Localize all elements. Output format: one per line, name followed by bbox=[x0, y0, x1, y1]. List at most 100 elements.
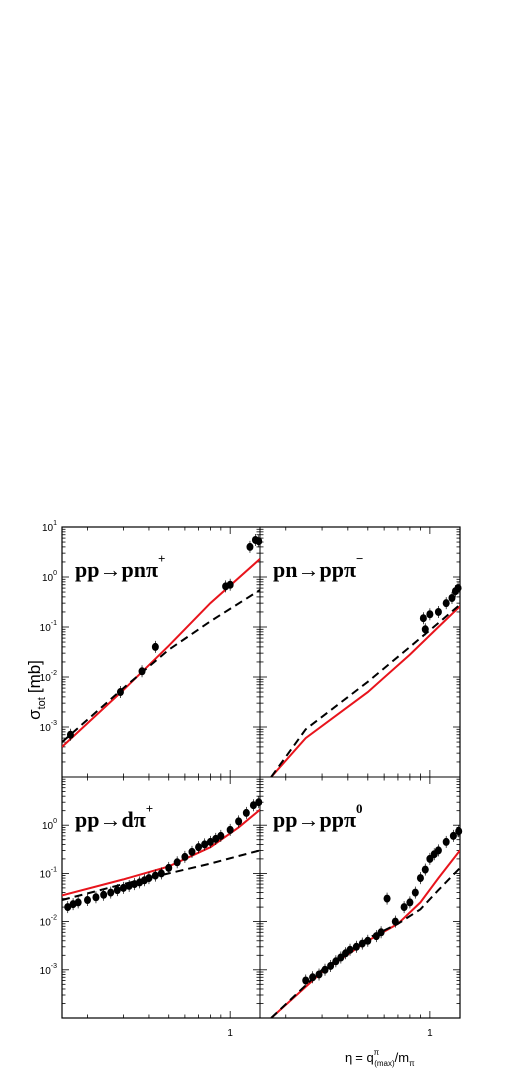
data-point bbox=[113, 886, 121, 895]
data-point bbox=[255, 537, 263, 546]
y-tick-base: 10 bbox=[40, 673, 52, 684]
panel-label: pn→ppπ− bbox=[273, 551, 363, 582]
data-point bbox=[217, 831, 225, 840]
data-point bbox=[74, 898, 82, 907]
panel-label-sup: − bbox=[356, 551, 363, 566]
y-axis-unit: [mb] bbox=[25, 660, 44, 693]
data-point bbox=[337, 953, 345, 962]
data-point bbox=[426, 854, 434, 863]
y-tick-exponent: -1 bbox=[51, 620, 57, 627]
data-point bbox=[138, 667, 146, 676]
y-tick-label: 10-3 bbox=[40, 720, 57, 734]
panels-group: pp→pnπ+ pn→ppπ−pp→dπ+ pp→ppπ010110010-110-… bbox=[40, 520, 463, 1039]
data-point bbox=[92, 893, 100, 902]
y-tick-label: 100 bbox=[42, 818, 57, 832]
x-axis-sub2: π bbox=[409, 1059, 415, 1068]
data-point bbox=[151, 642, 159, 651]
y-tick-exponent: -3 bbox=[51, 720, 57, 727]
panel-label-sup: 0 bbox=[356, 801, 363, 816]
y-tick-base: 10 bbox=[42, 821, 54, 832]
data-point bbox=[332, 957, 340, 966]
data-point bbox=[100, 890, 108, 899]
outer-frame bbox=[61, 526, 461, 1019]
panel-label-main: pn→ppπ bbox=[273, 557, 356, 582]
data-point bbox=[346, 945, 354, 954]
data-point bbox=[235, 817, 243, 826]
data-point bbox=[119, 883, 127, 892]
data-point bbox=[321, 965, 329, 974]
data-point bbox=[181, 852, 189, 861]
panel-label-sup: + bbox=[158, 551, 165, 566]
data-point bbox=[226, 825, 234, 834]
data-point bbox=[421, 865, 429, 874]
data-point bbox=[434, 846, 442, 855]
data-point bbox=[302, 976, 310, 985]
data-point bbox=[449, 831, 457, 840]
data-point bbox=[327, 961, 335, 970]
y-tick-base: 10 bbox=[40, 918, 52, 929]
data-point bbox=[66, 730, 74, 739]
x-axis-sub: (max) bbox=[374, 1059, 395, 1068]
y-tick-label: 10-1 bbox=[40, 866, 57, 880]
panel-label: pp→pnπ+ bbox=[75, 551, 165, 582]
data-point bbox=[448, 594, 456, 603]
y-tick-base: 10 bbox=[40, 723, 52, 734]
theory-curve-dashed bbox=[270, 603, 460, 777]
data-point bbox=[157, 869, 165, 878]
y-tick-label: 100 bbox=[42, 570, 57, 584]
y-tick-base: 10 bbox=[40, 966, 52, 977]
data-point bbox=[188, 847, 196, 856]
panel-label: pp→dπ+ bbox=[75, 801, 153, 832]
y-tick-base: 10 bbox=[42, 573, 54, 584]
data-point bbox=[125, 881, 133, 890]
panel-label-main: pp→ppπ bbox=[273, 807, 356, 832]
data-point bbox=[419, 614, 427, 623]
data-point bbox=[151, 871, 159, 880]
y-tick-exponent: -2 bbox=[51, 915, 57, 922]
data-point bbox=[421, 625, 429, 634]
y-tick-exponent: 0 bbox=[53, 570, 57, 577]
y-axis-subscript: tot bbox=[36, 697, 48, 709]
data-point bbox=[442, 837, 450, 846]
y-tick-base: 10 bbox=[42, 523, 54, 534]
data-point bbox=[352, 942, 360, 951]
x-axis-eta: η bbox=[345, 1050, 352, 1065]
panel-label-sup: + bbox=[146, 801, 153, 816]
data-point bbox=[455, 827, 463, 836]
y-tick-label: 10-3 bbox=[40, 963, 57, 977]
data-point bbox=[173, 858, 181, 867]
data-point bbox=[201, 840, 209, 849]
x-axis-slash: /m bbox=[395, 1050, 409, 1065]
data-point bbox=[195, 843, 203, 852]
y-tick-label: 101 bbox=[42, 520, 57, 534]
panel-3: pp→dπ+ bbox=[62, 777, 263, 1019]
y-tick-base: 10 bbox=[40, 623, 52, 634]
data-point bbox=[64, 903, 72, 912]
y-tick-base: 10 bbox=[40, 869, 52, 880]
data-point bbox=[411, 888, 419, 897]
data-point bbox=[116, 688, 124, 697]
data-point bbox=[255, 798, 263, 807]
data-point bbox=[416, 874, 424, 883]
y-tick-exponent: 1 bbox=[53, 520, 57, 527]
y-axis-title: σtot [mb] bbox=[25, 660, 48, 720]
y-tick-label: 10-2 bbox=[40, 670, 57, 684]
panel-label: pp→ppπ0 bbox=[273, 801, 363, 832]
theory-curve-solid bbox=[62, 808, 260, 897]
y-tick-exponent: -2 bbox=[51, 670, 57, 677]
data-point bbox=[442, 599, 450, 608]
data-point bbox=[107, 888, 115, 897]
y-tick-exponent: -1 bbox=[51, 866, 57, 873]
data-point bbox=[242, 808, 250, 817]
data-point bbox=[249, 801, 257, 810]
data-point bbox=[165, 863, 173, 872]
data-point bbox=[309, 973, 317, 982]
panel-2: pn→ppπ− bbox=[260, 527, 462, 778]
data-point bbox=[426, 610, 434, 619]
x-tick-label: 1 bbox=[227, 1028, 233, 1039]
data-point bbox=[406, 898, 414, 907]
data-point bbox=[434, 607, 442, 616]
theory-curve-solid bbox=[270, 849, 460, 1018]
panel-label-main: pp→pnπ bbox=[75, 557, 158, 582]
